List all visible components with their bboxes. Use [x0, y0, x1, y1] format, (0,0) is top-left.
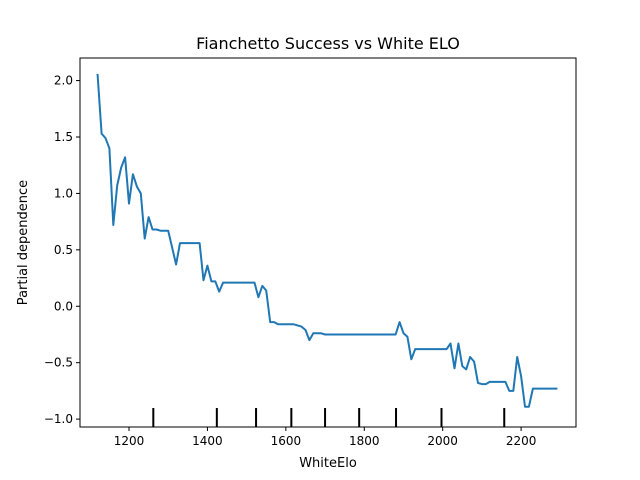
y-tick-label: −0.5	[44, 356, 73, 370]
y-tick-label: 1.0	[54, 186, 73, 200]
y-axis: −1.0 −0.5 0.0 0.5 1.0 1.5 2.0	[44, 74, 80, 426]
y-tick-label: 1.5	[54, 130, 73, 144]
plot-frame	[79, 57, 577, 428]
y-tick-label: 2.0	[54, 74, 73, 88]
y-axis-label: Partial dependence	[16, 180, 31, 305]
y-tick-label: 0.5	[54, 243, 73, 257]
x-tick-label: 1200	[114, 434, 145, 448]
y-tick-label: 0.0	[54, 299, 73, 313]
x-tick-label: 2000	[427, 434, 458, 448]
x-axis: 1200 1400 1600 1800 2000 2200	[114, 427, 537, 448]
x-tick-label: 1400	[192, 434, 223, 448]
x-axis-label: WhiteElo	[299, 456, 357, 471]
series-line-0	[96, 73, 558, 408]
x-tick-label: 1600	[271, 434, 302, 448]
x-tick-label: 2200	[506, 434, 537, 448]
y-tick-label: −1.0	[44, 412, 73, 426]
series-layer	[96, 73, 558, 408]
x-tick-label: 1800	[349, 434, 380, 448]
decile-rug	[152, 408, 506, 427]
chart-title: Fianchetto Success vs White ELO	[196, 34, 460, 53]
